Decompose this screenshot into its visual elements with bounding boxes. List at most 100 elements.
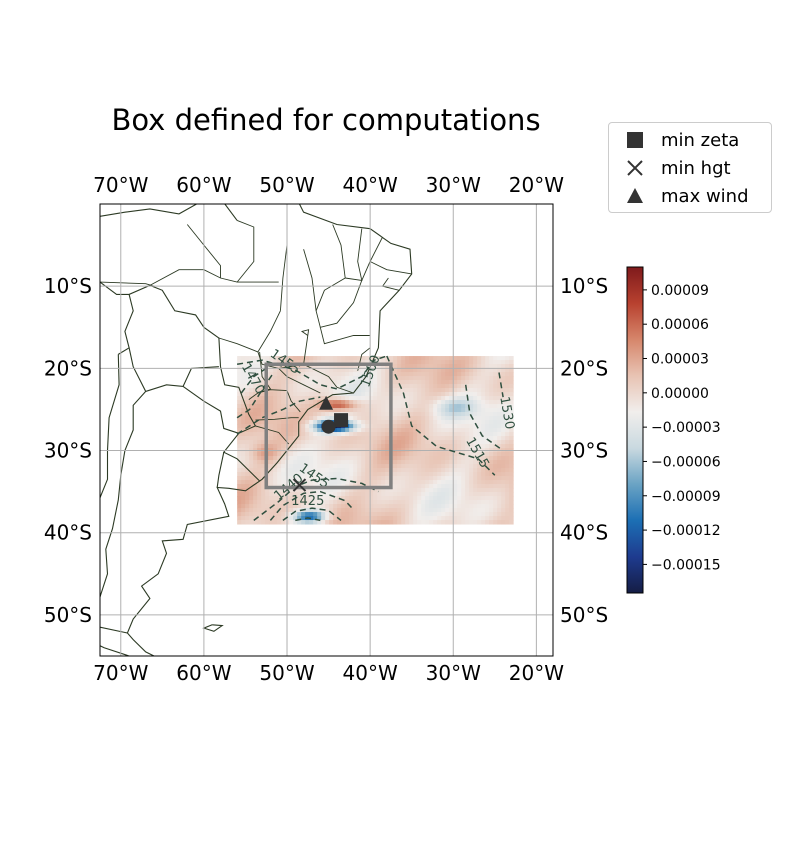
field-cell — [329, 368, 334, 373]
field-cell — [497, 380, 502, 385]
field-cell — [397, 452, 402, 457]
field-cell — [509, 408, 514, 413]
field-cell — [337, 400, 342, 405]
field-cell — [441, 424, 446, 429]
field-cell — [409, 468, 414, 473]
field-cell — [249, 368, 254, 373]
field-cell — [361, 372, 366, 377]
field-cell — [445, 424, 450, 429]
field-cell — [369, 392, 374, 397]
field-cell — [337, 376, 342, 381]
field-cell — [261, 388, 266, 393]
colorbar-tick-label: −0.00015 — [651, 557, 721, 573]
legend-label: max wind — [661, 185, 749, 207]
field-cell — [277, 480, 282, 485]
field-cell — [449, 384, 454, 389]
field-cell — [389, 512, 394, 517]
field-cell — [269, 472, 274, 477]
field-cell — [413, 408, 418, 413]
field-cell — [413, 488, 418, 493]
field-cell — [389, 496, 394, 501]
field-cell — [409, 392, 414, 397]
field-cell — [253, 356, 258, 361]
field-cell — [409, 452, 414, 457]
field-cell — [369, 516, 374, 521]
field-cell — [369, 496, 374, 501]
field-cell — [381, 512, 386, 517]
field-cell — [493, 436, 498, 441]
field-cell — [305, 500, 310, 505]
field-cell — [461, 384, 466, 389]
field-cell — [441, 520, 446, 525]
field-cell — [349, 452, 354, 457]
field-cell — [437, 380, 442, 385]
field-cell — [341, 480, 346, 485]
field-cell — [489, 496, 494, 501]
computation-box-rect — [264, 362, 393, 490]
field-cell — [501, 388, 506, 393]
field-cell — [429, 456, 434, 461]
field-cell — [453, 496, 458, 501]
field-cell — [381, 468, 386, 473]
field-cell — [345, 360, 350, 365]
field-cell — [505, 372, 510, 377]
field-cell — [257, 472, 262, 477]
field-cell — [421, 480, 426, 485]
field-cell — [385, 396, 390, 401]
field-cell — [409, 368, 414, 373]
field-cell — [409, 396, 414, 401]
field-cell — [489, 456, 494, 461]
field-cell — [493, 368, 498, 373]
lon-tick-bottom: 70°W — [93, 661, 148, 685]
field-cell — [333, 492, 338, 497]
field-cell — [485, 400, 490, 405]
field-cell — [397, 356, 402, 361]
field-cell — [373, 364, 378, 369]
field-cell — [273, 376, 278, 381]
field-cell — [277, 516, 282, 521]
field-cell — [489, 388, 494, 393]
field-cell — [509, 504, 514, 509]
field-cell — [245, 356, 250, 361]
field-cell — [289, 400, 294, 405]
field-cell — [245, 380, 250, 385]
field-cell — [469, 508, 474, 513]
field-cell — [317, 508, 322, 513]
field-cell — [261, 408, 266, 413]
field-cell — [297, 460, 302, 465]
field-cell — [385, 440, 390, 445]
map-frame — [99, 203, 554, 657]
field-cell — [441, 512, 446, 517]
field-cell — [313, 424, 318, 429]
field-cell — [241, 500, 246, 505]
field-cell — [369, 456, 374, 461]
field-cell — [417, 392, 422, 397]
field-cell — [489, 420, 494, 425]
field-cell — [397, 408, 402, 413]
field-cell — [493, 516, 498, 521]
field-cell — [469, 396, 474, 401]
field-cell — [333, 368, 338, 373]
field-cell — [437, 388, 442, 393]
field-cell — [357, 500, 362, 505]
field-cell — [353, 488, 358, 493]
field-cell — [441, 372, 446, 377]
field-cell — [409, 496, 414, 501]
field-cell — [509, 508, 514, 513]
field-cell — [317, 516, 322, 521]
field-cell — [369, 376, 374, 381]
field-cell — [461, 516, 466, 521]
field-cell — [489, 480, 494, 485]
field-cell — [477, 464, 482, 469]
field-cell — [245, 476, 250, 481]
field-cell — [361, 472, 366, 477]
field-cell — [305, 508, 310, 513]
field-cell — [377, 408, 382, 413]
field-cell — [505, 500, 510, 505]
field-cell — [297, 372, 302, 377]
field-cell — [245, 508, 250, 513]
field-cell — [465, 520, 470, 525]
field-cell — [301, 512, 306, 517]
field-cell — [501, 372, 506, 377]
field-cell — [493, 380, 498, 385]
